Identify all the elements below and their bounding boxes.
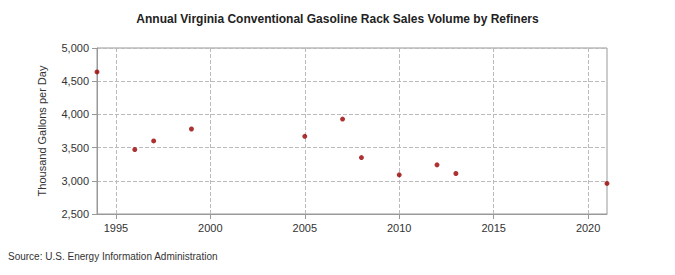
svg-text:2010: 2010 [387, 222, 411, 234]
svg-text:4,000: 4,000 [61, 108, 89, 120]
svg-text:2005: 2005 [293, 222, 317, 234]
svg-text:3,500: 3,500 [61, 142, 89, 154]
svg-text:2,500: 2,500 [61, 208, 89, 220]
svg-text:2000: 2000 [198, 222, 222, 234]
svg-text:Annual Virginia Conventional G: Annual Virginia Conventional Gasoline Ra… [136, 12, 539, 26]
svg-text:3,000: 3,000 [61, 175, 89, 187]
svg-text:4,500: 4,500 [61, 75, 89, 87]
svg-text:5,000: 5,000 [61, 42, 89, 54]
svg-text:2015: 2015 [481, 222, 505, 234]
svg-text:1995: 1995 [104, 222, 128, 234]
svg-text:Thousand Gallons per Day: Thousand Gallons per Day [36, 65, 48, 196]
svg-text:2020: 2020 [576, 222, 600, 234]
svg-text:Source: U.S. Energy Informatio: Source: U.S. Energy Information Administ… [8, 251, 218, 262]
